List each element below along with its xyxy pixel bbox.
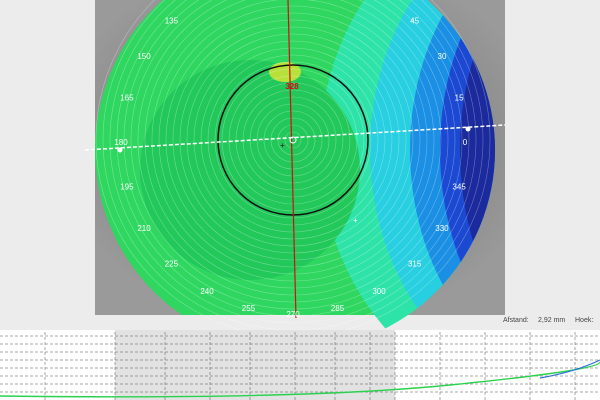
ring xyxy=(165,12,421,268)
angle-label: 330 xyxy=(435,224,449,233)
angle-label: 180 xyxy=(114,138,128,147)
cross-mark: + xyxy=(280,141,285,150)
ring xyxy=(158,5,428,275)
profile-highlight xyxy=(115,330,395,400)
distance-value: 2,92 mm xyxy=(538,317,565,324)
ring xyxy=(270,117,316,163)
axis-line xyxy=(287,0,297,319)
ring xyxy=(116,0,470,317)
measure-point xyxy=(117,147,123,153)
angle-label: 195 xyxy=(120,183,134,192)
cross-mark: + xyxy=(353,216,358,225)
angle-label: 300 xyxy=(372,287,386,296)
angle-label: 135 xyxy=(165,16,179,25)
ring xyxy=(137,0,449,296)
marker-label: 328 xyxy=(285,82,299,91)
ring xyxy=(172,19,414,261)
angle-label: 255 xyxy=(242,304,256,313)
ring xyxy=(284,131,302,149)
profile-grid xyxy=(0,332,600,400)
angle-label: 225 xyxy=(165,260,179,269)
profile-curve xyxy=(539,359,600,379)
angle-label: 285 xyxy=(331,304,345,313)
ring xyxy=(109,0,477,324)
ring xyxy=(277,124,309,156)
ring xyxy=(263,110,323,170)
angle-label: Hoek: xyxy=(575,317,593,324)
angle-label: 0 xyxy=(463,138,468,147)
ring xyxy=(186,33,400,247)
ring xyxy=(193,40,393,240)
ring xyxy=(144,0,442,289)
ring xyxy=(123,0,463,310)
angle-label: 15 xyxy=(455,94,464,103)
angle-label: 315 xyxy=(408,260,422,269)
angle-label: 165 xyxy=(120,94,134,103)
ring xyxy=(130,0,456,303)
angle-labels: 0 15 30 45 135 150 165 180 195 210 225 240 255 270 285… xyxy=(114,16,467,319)
distance-label: Afstand: xyxy=(503,317,529,324)
angle-label: 150 xyxy=(137,52,151,61)
zone-darkgreen xyxy=(140,60,360,280)
angle-label: 210 xyxy=(137,224,151,233)
angle-label: 240 xyxy=(200,287,214,296)
ring xyxy=(207,54,379,226)
center-mark xyxy=(289,136,297,144)
angle-label: 30 xyxy=(438,52,447,61)
angle-label: 270 xyxy=(286,310,300,319)
angle-label: 45 xyxy=(410,16,419,25)
angle-label: 345 xyxy=(452,183,466,192)
ring xyxy=(200,47,386,233)
ring xyxy=(179,26,407,254)
ring xyxy=(151,0,435,282)
measure-point xyxy=(465,126,471,132)
